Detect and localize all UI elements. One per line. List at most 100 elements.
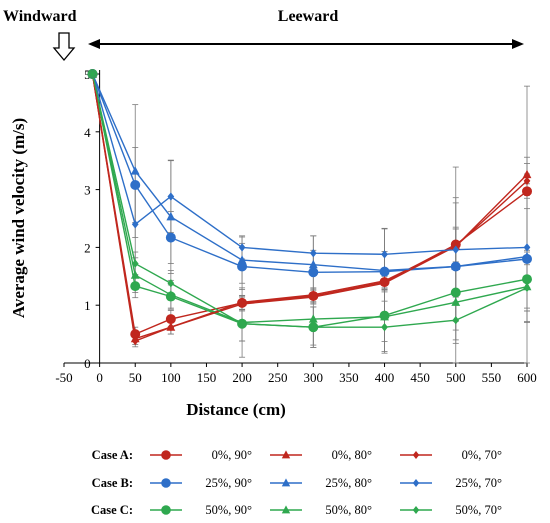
data-point [130, 270, 140, 279]
data-point [451, 297, 461, 306]
data-point [309, 292, 317, 302]
x-tick-label: 500 [446, 370, 466, 385]
y-tick-label: 4 [84, 125, 91, 140]
data-point [238, 319, 246, 328]
x-tick-label: 200 [232, 370, 252, 385]
data-point [308, 267, 319, 278]
legend-marker [281, 478, 291, 487]
leeward-label: Leeward [278, 8, 339, 25]
x-axis-label: Distance (cm) [186, 400, 286, 419]
legend-marker [281, 450, 291, 459]
legend-entry-label: 25%, 70° [455, 476, 502, 490]
series-line [91, 73, 528, 328]
legend-case-label: Case A: [92, 448, 133, 462]
data-point [167, 192, 175, 201]
data-point [89, 69, 96, 79]
data-point [308, 314, 318, 323]
data-point [452, 245, 460, 254]
x-tick-label: 550 [482, 370, 502, 385]
series-line [91, 73, 528, 272]
legend-entry-label: 50%, 70° [455, 503, 502, 517]
x-tick-label: 350 [339, 370, 359, 385]
data-point [522, 186, 532, 197]
data-point [308, 259, 318, 269]
legend-marker [281, 505, 291, 514]
legend-marker [161, 450, 171, 460]
data-point [166, 211, 176, 221]
x-tick-label: 450 [410, 370, 430, 385]
data-point [522, 169, 532, 179]
x-tick-label: 100 [161, 370, 181, 385]
legend-entry-label: 0%, 70° [462, 448, 502, 462]
data-point [167, 279, 175, 288]
legend: Case A: 0%, 90° 0%, 80° 0%, 70° Case B: 25%, … [91, 448, 502, 517]
data-point [309, 322, 317, 332]
legend-case-label: Case B: [92, 476, 133, 490]
legend-entry-label: 25%, 90° [205, 476, 252, 490]
error-bars [132, 85, 530, 364]
x-tick-label: 300 [304, 370, 324, 385]
data-point [380, 265, 389, 275]
y-tick-label: 5 [84, 67, 91, 82]
data-point [237, 255, 247, 264]
data-point [130, 281, 141, 292]
legend-marker [412, 479, 420, 487]
leeward-arrow [88, 39, 524, 49]
data-point [523, 243, 531, 252]
y-axis-label: Average wind velocity (m/s) [9, 118, 28, 318]
y-tick-label: 2 [84, 240, 91, 255]
data-point [381, 250, 388, 259]
x-tick-label: 150 [197, 370, 217, 385]
legend-entry-label: 50%, 90° [205, 503, 252, 517]
data-point [309, 248, 317, 258]
x-tick-label: 600 [517, 370, 537, 385]
data-point [131, 336, 139, 346]
series-line [91, 73, 528, 342]
legend-marker [412, 451, 420, 459]
y-tick-label: 1 [84, 298, 91, 313]
data-point [522, 251, 532, 261]
x-tick-label: 400 [375, 370, 395, 385]
data-point [523, 283, 531, 293]
legend-entry-label: 0%, 80° [332, 448, 372, 462]
data-point [166, 289, 176, 299]
data-point [450, 287, 461, 298]
x-tick-label: -50 [55, 370, 72, 385]
data-point [523, 176, 531, 186]
x-tick-label: 0 [96, 370, 103, 385]
data-point [452, 316, 460, 325]
legend-marker [161, 478, 171, 488]
data-point [131, 259, 139, 268]
legend-entry-label: 50%, 80° [325, 503, 372, 517]
series-lines [91, 73, 528, 342]
data-point [130, 179, 141, 190]
x-tick-label: 250 [268, 370, 288, 385]
legend-entry-label: 0%, 90° [212, 448, 252, 462]
data-point [381, 322, 388, 332]
data-point [131, 220, 139, 229]
data-point [238, 299, 246, 309]
data-point [130, 166, 140, 175]
y-tick-label: 0 [84, 356, 91, 371]
data-point [451, 261, 461, 271]
windward-arrow [52, 32, 76, 62]
y-tick-label: 3 [84, 183, 91, 198]
data-point [165, 232, 176, 243]
windward-label: Windward [3, 8, 77, 25]
x-tick-label: 50 [129, 370, 142, 385]
series-line [91, 73, 528, 274]
data-point [167, 322, 175, 332]
data-point [381, 279, 388, 288]
legend-marker [412, 506, 420, 514]
series-line [91, 73, 528, 324]
legend-entry-label: 25%, 80° [325, 476, 372, 490]
series-line [91, 73, 528, 256]
legend-case-label: Case C: [91, 503, 133, 517]
data-point [165, 314, 176, 325]
data-point [380, 311, 389, 321]
axes: -50 0 50 100 150 200 250 300 350 400 450 500 550 600 0… [55, 67, 536, 385]
series-markers [87, 69, 532, 346]
data-point [238, 243, 246, 252]
legend-marker [161, 505, 171, 515]
